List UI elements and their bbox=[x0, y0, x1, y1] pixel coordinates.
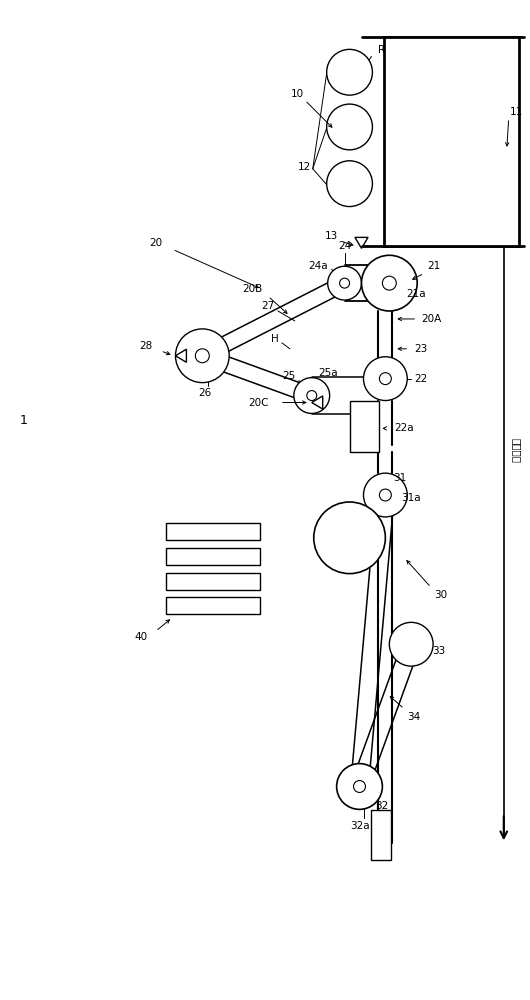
Circle shape bbox=[307, 391, 317, 401]
Text: 34: 34 bbox=[408, 712, 421, 722]
Bar bbox=[165, 573, 260, 590]
Text: 30: 30 bbox=[435, 590, 448, 600]
Text: 21: 21 bbox=[428, 261, 441, 271]
Text: 32a: 32a bbox=[350, 821, 369, 831]
Text: 33: 33 bbox=[432, 646, 446, 656]
Bar bbox=[350, 401, 379, 452]
Circle shape bbox=[340, 278, 350, 288]
Text: 23: 23 bbox=[414, 344, 428, 354]
Text: 32: 32 bbox=[375, 801, 388, 811]
Circle shape bbox=[175, 329, 229, 383]
Bar bbox=[372, 810, 391, 860]
Circle shape bbox=[314, 502, 385, 574]
Text: 25: 25 bbox=[282, 371, 296, 381]
Circle shape bbox=[326, 49, 373, 95]
Text: 10: 10 bbox=[292, 89, 304, 99]
Circle shape bbox=[390, 622, 433, 666]
Text: 22: 22 bbox=[414, 374, 428, 384]
Text: H: H bbox=[271, 334, 279, 344]
Text: 输送方向: 输送方向 bbox=[511, 438, 522, 463]
Text: 22a: 22a bbox=[394, 423, 414, 433]
Text: 11: 11 bbox=[510, 107, 523, 117]
Circle shape bbox=[379, 489, 391, 501]
Text: 26: 26 bbox=[199, 388, 212, 398]
Text: 20A: 20A bbox=[421, 314, 441, 324]
Bar bbox=[384, 37, 519, 246]
Text: 1: 1 bbox=[19, 414, 27, 427]
Circle shape bbox=[382, 276, 396, 290]
Text: 25a: 25a bbox=[318, 368, 338, 378]
Text: 20B: 20B bbox=[242, 284, 262, 294]
Text: 20: 20 bbox=[149, 238, 162, 248]
Circle shape bbox=[337, 764, 382, 809]
Text: 31a: 31a bbox=[401, 493, 421, 503]
Text: R: R bbox=[378, 45, 385, 55]
Circle shape bbox=[326, 161, 373, 207]
Circle shape bbox=[361, 255, 417, 311]
Text: 31: 31 bbox=[393, 473, 406, 483]
Circle shape bbox=[364, 357, 407, 401]
Bar bbox=[165, 597, 260, 614]
Text: 28: 28 bbox=[139, 341, 152, 351]
Text: 12: 12 bbox=[298, 162, 312, 172]
Bar bbox=[165, 548, 260, 565]
Circle shape bbox=[379, 373, 391, 385]
Text: 24: 24 bbox=[338, 241, 351, 251]
Text: 13: 13 bbox=[325, 231, 338, 241]
Text: 20C: 20C bbox=[248, 398, 268, 408]
Circle shape bbox=[328, 266, 361, 300]
Text: 40: 40 bbox=[134, 632, 147, 642]
Circle shape bbox=[196, 349, 209, 363]
Circle shape bbox=[326, 104, 373, 150]
Text: 21a: 21a bbox=[407, 289, 426, 299]
Circle shape bbox=[364, 473, 407, 517]
Bar bbox=[165, 523, 260, 540]
Text: 27: 27 bbox=[261, 301, 275, 311]
Text: 24a: 24a bbox=[308, 261, 328, 271]
Circle shape bbox=[354, 781, 366, 792]
Circle shape bbox=[294, 378, 330, 413]
